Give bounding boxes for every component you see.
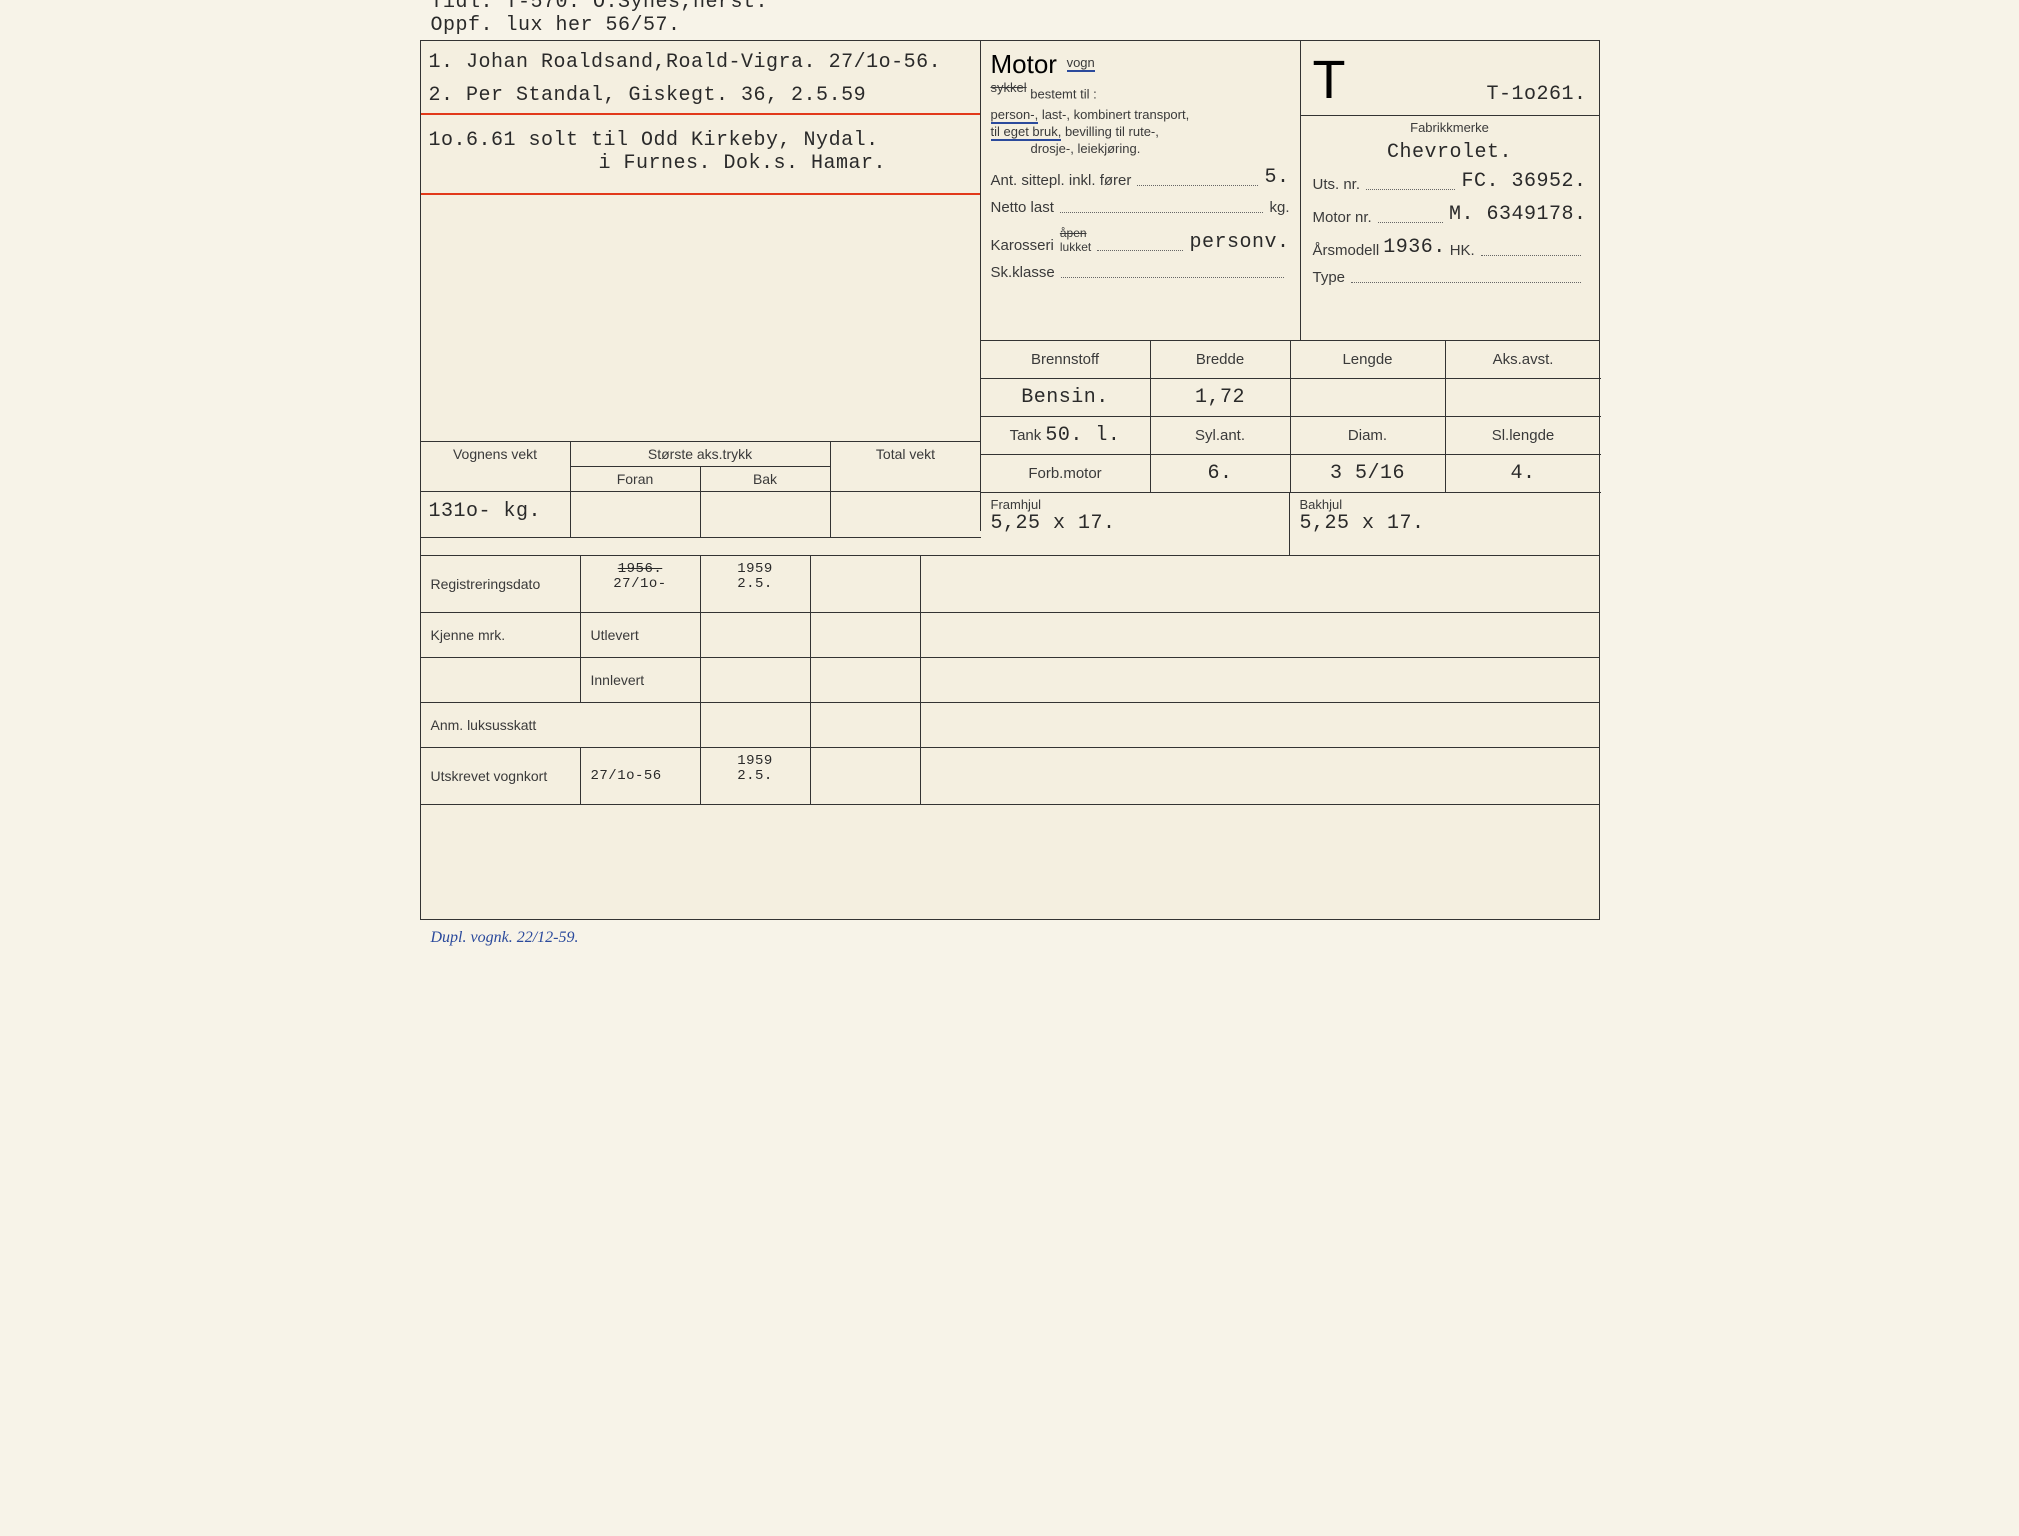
utskrevet-label: Utskrevet vognkort <box>421 748 581 804</box>
utlevert-row: Kjenne mrk. Utlevert <box>421 613 1599 658</box>
registration-card: Tidl. T-570. O.Synes,herst. Oppf. lux he… <box>420 40 1600 920</box>
aks-v <box>1446 379 1601 417</box>
karosseri-row: Karosseri åpen lukket personv. <box>991 226 1290 254</box>
vognvekt-v: 131o- kg. <box>421 492 571 538</box>
motor-vogn: vogn <box>1067 55 1095 72</box>
fabrikk-label: Fabrikkmerke <box>1313 120 1587 135</box>
sl-v: 4. <box>1446 455 1601 493</box>
motor-sykkel: sykkel <box>991 80 1027 95</box>
owner-entry-1: 1. Johan Roaldsand,Roald-Vigra. 27/1o-56… <box>429 51 972 74</box>
brennstoff-h: Brennstoff <box>981 341 1151 379</box>
spec-grid: Brennstoff Bredde Lengde Aks.avst. Bensi… <box>981 341 1599 493</box>
syl-v: 6. <box>1151 455 1291 493</box>
diam-v: 3 5/16 <box>1291 455 1446 493</box>
lengde-v <box>1291 379 1446 417</box>
innlevert-row: Innlevert <box>421 658 1599 703</box>
aks-h: Største aks.trykk <box>571 442 831 467</box>
uts-value: FC. 36952. <box>1461 170 1586 193</box>
forb-h: Forb.motor <box>981 455 1151 493</box>
total-h: Total vekt <box>831 442 981 467</box>
wheels-row: Framhjul 5,25 x 17. Bakhjul 5,25 x 17. <box>981 493 1599 556</box>
seats-value: 5. <box>1264 166 1289 189</box>
innlevert-label: Innlevert <box>581 658 701 702</box>
uts-label: Uts. nr. <box>1313 176 1361 193</box>
motor-heading: Motor vogn sykkel bestemt til : <box>991 49 1290 103</box>
reg2a: 1959 <box>737 562 773 577</box>
motor-section: Motor vogn sykkel bestemt til : person-,… <box>981 41 1301 341</box>
bredde-h: Bredde <box>1151 341 1291 379</box>
motor-eget: til eget bruk, <box>991 124 1062 141</box>
red-divider-1 <box>421 113 980 115</box>
karosseri-value: personv. <box>1189 231 1289 254</box>
reg-letter: T <box>1313 49 1346 111</box>
utsk1: 27/1o-56 <box>581 748 701 804</box>
hk-label: HK. <box>1450 242 1475 259</box>
fabrikk-value: Chevrolet. <box>1313 141 1587 164</box>
reg-label: Registreringsdato <box>421 556 581 612</box>
foran-h: Foran <box>571 467 701 492</box>
reg-number: T-1o261. <box>1486 83 1586 106</box>
motor-title: Motor <box>991 49 1057 79</box>
utsk2a: 1959 <box>737 754 773 769</box>
header-line2: Oppf. lux her 56/57. <box>431 14 769 37</box>
diam-h: Diam. <box>1291 417 1446 455</box>
framhjul: Framhjul 5,25 x 17. <box>981 493 1290 555</box>
owner-entry-3a: 1o.6.61 solt til Odd Kirkeby, Nydal. <box>429 129 972 152</box>
utsk2b: 2.5. <box>737 769 773 784</box>
motor-purpose: person-, last-, kombinert transport, til… <box>991 107 1290 156</box>
header-line1: Tidl. T-570. O.Synes,herst. <box>431 0 769 14</box>
lengde-h: Lengde <box>1291 341 1446 379</box>
motor-person: person-, <box>991 107 1039 124</box>
tank-h: Tank 50. l. <box>981 417 1151 455</box>
utskrevet-row: Utskrevet vognkort 27/1o-56 1959 2.5. <box>421 748 1599 805</box>
brennstoff-v: Bensin. <box>981 379 1151 417</box>
motornr-value: M. 6349178. <box>1449 203 1587 226</box>
skklasse-label: Sk.klasse <box>991 264 1055 281</box>
syl-h: Syl.ant. <box>1151 417 1291 455</box>
netto-unit: kg. <box>1269 199 1289 216</box>
karosseri-open: åpen <box>1060 226 1087 240</box>
weight-table: Vognens vekt Største aks.trykk Total vek… <box>421 441 981 538</box>
type-label: Type <box>1313 269 1346 286</box>
aar-label: Årsmodell <box>1313 242 1380 259</box>
header-notes: Tidl. T-570. O.Synes,herst. Oppf. lux he… <box>431 0 769 37</box>
motornr-label: Motor nr. <box>1313 209 1372 226</box>
sl-h: Sl.lengde <box>1446 417 1601 455</box>
id-section: T T-1o261. Fabrikkmerke Chevrolet. Uts. … <box>1301 41 1599 341</box>
red-divider-2 <box>421 193 980 195</box>
vognvekt-h: Vognens vekt <box>421 442 571 467</box>
netto-row: Netto last kg. <box>991 199 1290 216</box>
utlevert-label: Utlevert <box>581 613 701 657</box>
anm-label: Anm. luksusskatt <box>421 703 701 747</box>
netto-label: Netto last <box>991 199 1054 216</box>
reg2b: 2.5. <box>737 577 773 592</box>
karosseri-label: Karosseri <box>991 237 1054 254</box>
seats-label: Ant. sittepl. inkl. fører <box>991 172 1132 189</box>
reg1a: 1956. <box>618 562 663 577</box>
reg1b: 27/1o- <box>613 577 666 592</box>
seats-row: Ant. sittepl. inkl. fører 5. <box>991 166 1290 189</box>
anm-row: Anm. luksusskatt <box>421 703 1599 748</box>
owner-entry-2: 2. Per Standal, Giskegt. 36, 2.5.59 <box>429 84 972 107</box>
bottom-rows: Registreringsdato 1956. 27/1o- 1959 2.5.… <box>421 555 1599 805</box>
aar-value: 1936. <box>1383 236 1446 259</box>
karosseri-lukket: lukket <box>1060 240 1091 254</box>
kjenne-label: Kjenne mrk. <box>421 613 581 657</box>
bredde-v: 1,72 <box>1151 379 1291 417</box>
bakhjul: Bakhjul 5,25 x 17. <box>1290 493 1599 555</box>
motor-bestemt: bestemt til : <box>1030 86 1096 101</box>
aks-h: Aks.avst. <box>1446 341 1601 379</box>
owner-entry-3b: i Furnes. Dok.s. Hamar. <box>429 152 972 175</box>
reg-row: Registreringsdato 1956. 27/1o- 1959 2.5. <box>421 556 1599 613</box>
bak-h: Bak <box>701 467 831 492</box>
skklasse-row: Sk.klasse <box>991 264 1290 281</box>
footnote: Dupl. vognk. 22/12-59. <box>431 929 579 947</box>
